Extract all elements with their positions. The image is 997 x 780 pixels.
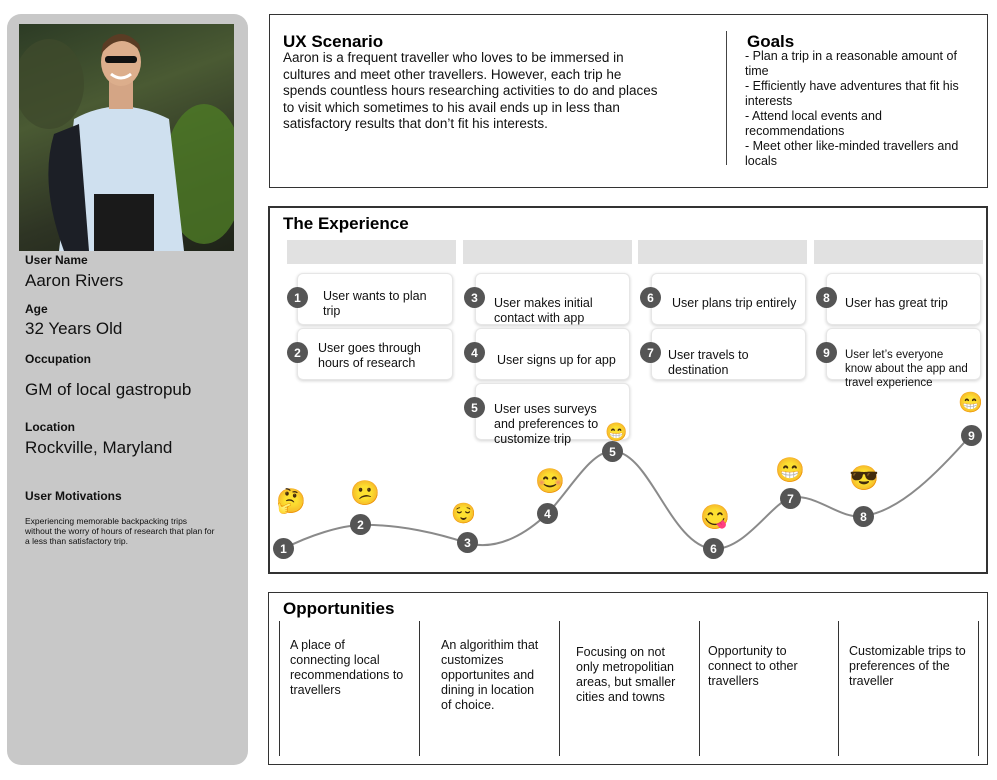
opportunity-divider (699, 621, 700, 756)
scenario-text: Aaron is a frequent traveller who loves … (283, 50, 658, 131)
step-number: 6 (640, 287, 661, 308)
step-card (826, 328, 981, 380)
yum-emoji-icon: 😋 (700, 504, 730, 531)
user-name-label: User Name (25, 253, 88, 267)
step-number: 7 (640, 342, 661, 363)
step-text: User wants to plan trip (323, 289, 427, 318)
goal-item: - Plan a trip in a reasonable amount of … (745, 49, 957, 78)
step-text: User plans trip entirely (672, 296, 797, 310)
step-card (475, 328, 630, 380)
age-label: Age (25, 302, 48, 316)
journey-point: 7 (780, 488, 801, 509)
persona-photo (19, 24, 234, 251)
journey-point: 8 (853, 506, 874, 527)
goal-item: - Attend local events and recommendation… (745, 109, 882, 138)
opportunity-item: Customizable trips to preferences of the… (849, 644, 966, 688)
stage-header (814, 240, 983, 264)
smiling-emoji-icon: 😊 (535, 468, 565, 495)
step-text: User goes through hours of research (318, 341, 421, 370)
step-card (297, 328, 453, 380)
stage-header (287, 240, 456, 264)
scenario-panel (269, 14, 988, 188)
step-number: 1 (287, 287, 308, 308)
goal-item: - Efficiently have adventures that fit h… (745, 79, 959, 108)
thinking-emoji-icon: 🤔 (276, 488, 306, 515)
stage-header (638, 240, 807, 264)
opportunity-item: A place of connecting local recommendati… (290, 638, 404, 697)
step-card (297, 273, 453, 325)
location-value: Rockville, Maryland (25, 438, 173, 457)
step-card (826, 273, 981, 325)
journey-point: 3 (457, 532, 478, 553)
motivations-label: User Motivations (25, 489, 122, 503)
step-number: 8 (816, 287, 837, 308)
journey-point: 5 (602, 441, 623, 462)
scenario-divider (726, 31, 727, 165)
opportunity-divider (419, 621, 420, 756)
opportunity-divider (838, 621, 839, 756)
journey-point: 4 (537, 503, 558, 524)
occupation-label: Occupation (25, 352, 92, 366)
step-text: User uses surveys and preferences to cus… (494, 402, 599, 446)
step-text: User travels to destination (668, 348, 749, 377)
step-number: 5 (464, 397, 485, 418)
journey-point: 1 (273, 538, 294, 559)
opportunity-divider (559, 621, 560, 756)
sunglasses-emoji-icon: 😎 (849, 465, 879, 492)
confused-emoji-icon: 😕 (350, 480, 380, 507)
step-card (475, 383, 630, 440)
step-text: User signs up for app (497, 353, 616, 367)
step-text: User has great trip (845, 296, 948, 310)
journey-point: 6 (703, 538, 724, 559)
step-card (651, 273, 806, 325)
user-name-value: Aaron Rivers (25, 271, 124, 290)
opportunity-divider (978, 621, 979, 756)
grinning-emoji-icon: 😁 (605, 422, 628, 442)
step-card (475, 273, 630, 325)
goals-title: Goals (747, 32, 795, 51)
step-number: 3 (464, 287, 485, 308)
opportunity-item: Focusing on not only metropolitian areas… (576, 645, 676, 704)
opportunities-title: Opportunities (283, 599, 395, 618)
step-number: 4 (464, 342, 485, 363)
opportunity-divider (279, 621, 280, 756)
opportunities-panel (268, 592, 988, 765)
experience-title: The Experience (283, 214, 409, 233)
goals-list: - Plan a trip in a reasonable amount of … (745, 49, 977, 169)
scenario-title: UX Scenario (283, 32, 384, 51)
relieved-emoji-icon: 😌 (451, 503, 476, 525)
step-number: 9 (816, 342, 837, 363)
step-text: User makes initial contact with app (494, 296, 593, 325)
step-number: 2 (287, 342, 308, 363)
occupation-value: GM of local gastropub (25, 380, 192, 399)
beaming-emoji-icon: 😁 (958, 392, 983, 414)
opportunity-item: An algorithim that customizes opportunit… (441, 638, 539, 712)
grin-emoji-icon: 😁 (775, 457, 805, 484)
motivations-text: Experiencing memorable backpacking trips… (25, 516, 215, 546)
location-label: Location (25, 420, 75, 434)
age-value: 32 Years Old (25, 319, 123, 338)
step-text: User let’s everyone know about the app a… (845, 349, 968, 389)
opportunity-item: Opportunity to connect to other travelle… (708, 644, 798, 688)
stage-header (463, 240, 632, 264)
journey-point: 2 (350, 514, 371, 535)
journey-point: 9 (961, 425, 982, 446)
goal-item: - Meet other like-minded travellers and … (745, 139, 959, 168)
